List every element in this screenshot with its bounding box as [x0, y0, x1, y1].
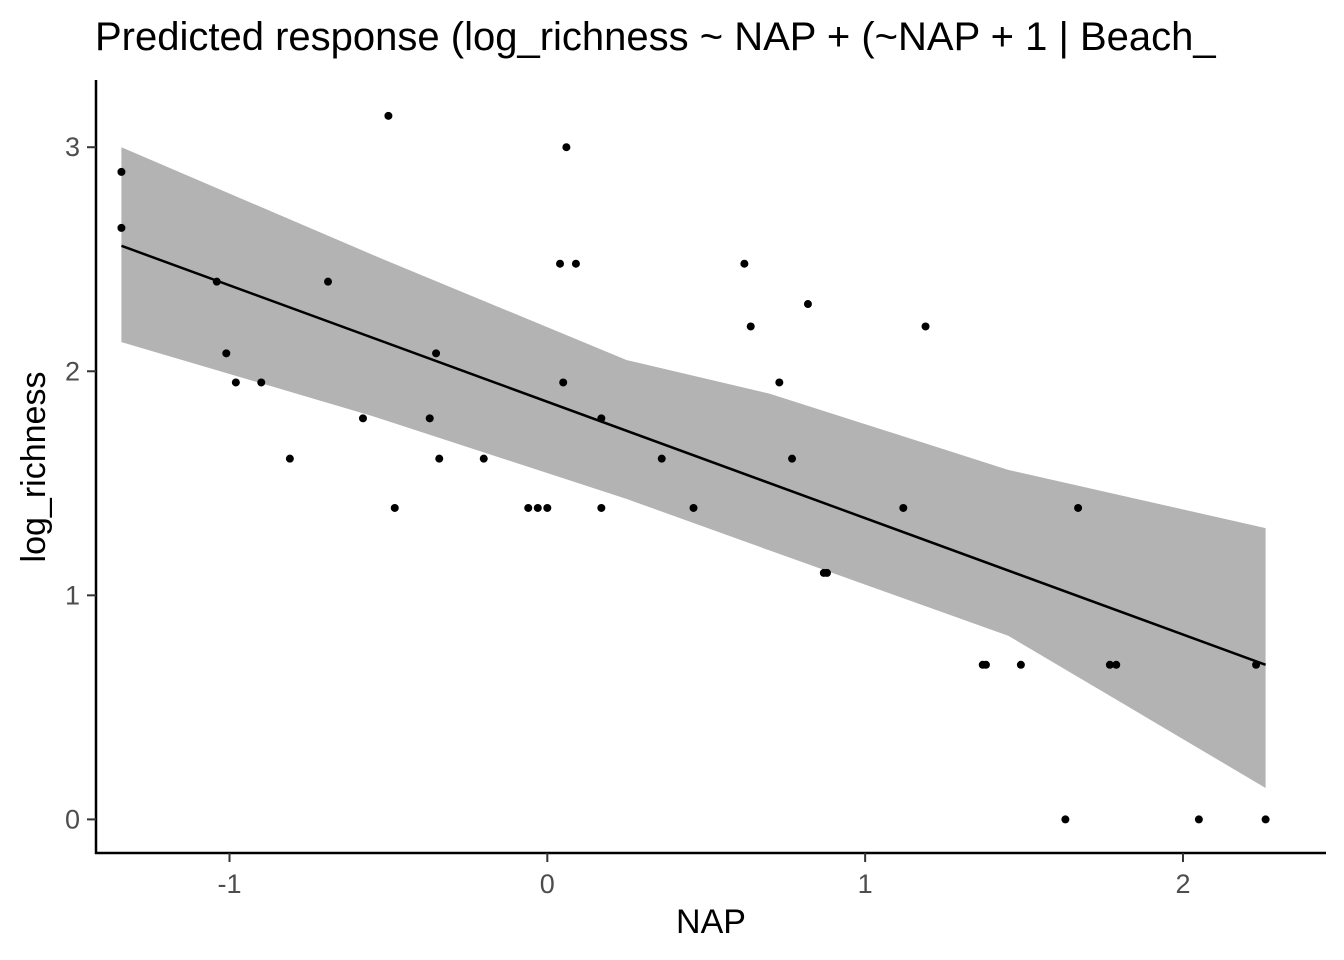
y-ticks: 0 1 2 3 [65, 132, 96, 834]
points-layer [117, 111, 1270, 824]
data-point [562, 143, 571, 152]
data-point [324, 277, 333, 286]
data-point [432, 349, 441, 358]
data-point [1261, 815, 1270, 824]
data-point [689, 503, 698, 512]
data-point [899, 503, 908, 512]
data-point [543, 503, 552, 512]
data-point [559, 378, 568, 387]
data-point [1074, 503, 1083, 512]
data-point [597, 503, 606, 512]
data-point [231, 378, 240, 387]
data-point [533, 503, 542, 512]
x-ticks: -1 0 1 2 [217, 853, 1190, 899]
data-point [524, 503, 533, 512]
x-tick-label: 1 [858, 869, 873, 899]
data-point [1016, 660, 1025, 669]
data-point [117, 223, 126, 232]
confidence-band-layer [121, 147, 1266, 788]
data-point [1194, 815, 1203, 824]
data-point [222, 349, 231, 358]
data-point [212, 277, 221, 286]
data-point [117, 167, 126, 176]
data-point [803, 300, 812, 309]
x-tick-label: 2 [1175, 869, 1190, 899]
data-point [556, 259, 565, 268]
data-point [384, 111, 393, 120]
data-point [740, 259, 749, 268]
y-tick-label: 1 [65, 580, 80, 610]
data-point [1105, 660, 1114, 669]
data-point [571, 259, 580, 268]
data-point [921, 322, 930, 331]
data-point [746, 322, 755, 331]
y-tick-label: 0 [65, 804, 80, 834]
data-point [788, 454, 797, 463]
confidence-band [121, 147, 1266, 788]
data-point [597, 414, 606, 423]
data-point [981, 660, 990, 669]
fit-line [120, 244, 1267, 666]
data-point [425, 414, 434, 423]
data-point [1252, 660, 1261, 669]
data-point [390, 503, 399, 512]
data-point [1112, 660, 1121, 669]
chart-title: Predicted response (log_richness ~ NAP +… [95, 15, 1216, 59]
data-point [1061, 815, 1070, 824]
y-tick-label: 3 [65, 132, 80, 162]
data-point [257, 378, 266, 387]
data-point [435, 454, 444, 463]
fit-line-layer [120, 244, 1267, 666]
data-point [657, 454, 666, 463]
y-axis-title: log_richness [15, 372, 53, 563]
data-point [823, 568, 832, 577]
data-point [479, 454, 488, 463]
data-point [775, 378, 784, 387]
data-point [285, 454, 294, 463]
x-tick-label: 0 [540, 869, 555, 899]
x-axis-title: NAP [676, 903, 746, 941]
x-tick-label: -1 [217, 869, 241, 899]
y-tick-label: 2 [65, 356, 80, 386]
data-point [358, 414, 367, 423]
